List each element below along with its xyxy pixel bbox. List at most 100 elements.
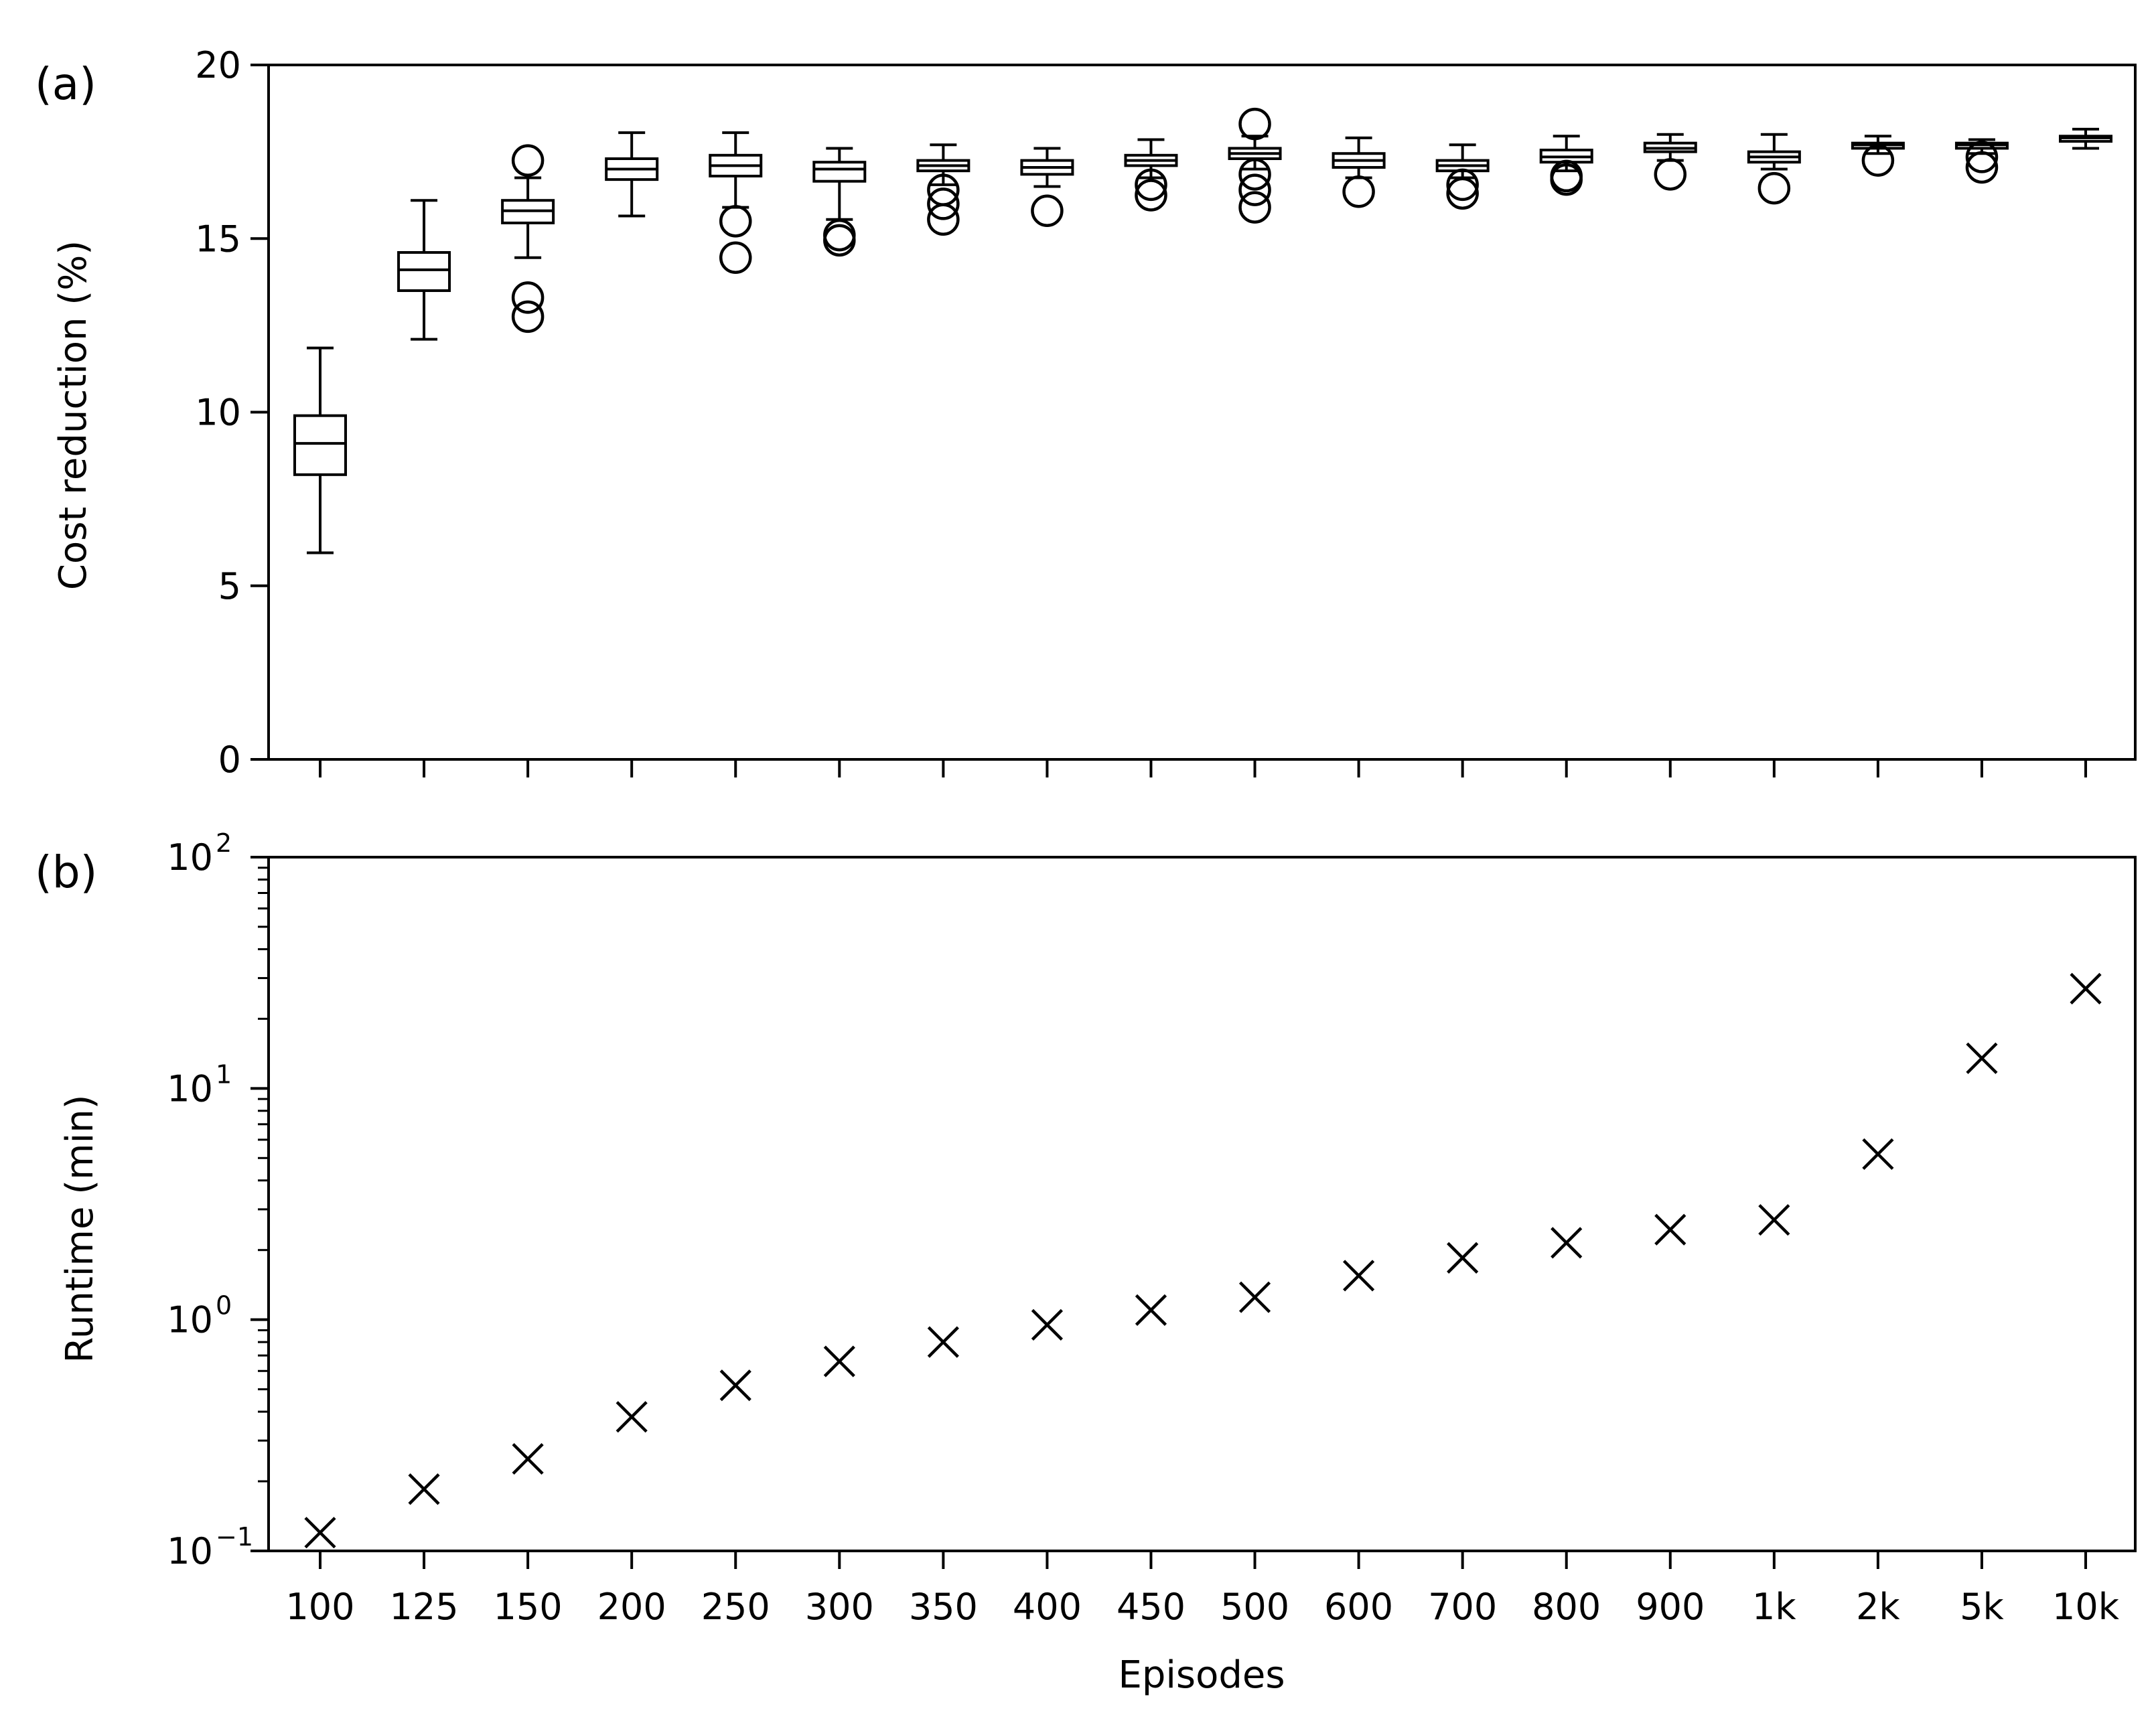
- x-marker-stroke: [616, 1401, 648, 1433]
- x-marker-stroke: [1966, 1042, 1998, 1074]
- runtime-point-300: [823, 1345, 855, 1377]
- outlier-point: [1238, 107, 1271, 141]
- panel-a-frame: [267, 64, 2137, 761]
- box-500: [1228, 107, 1282, 224]
- x-marker-stroke: [2070, 972, 2102, 1004]
- panel-a-x-ticks: [319, 759, 2088, 777]
- outlier-point: [511, 300, 545, 333]
- outlier-point: [1135, 179, 1167, 212]
- runtime-point-100: [304, 1517, 336, 1549]
- x-marker-stroke: [512, 1442, 544, 1475]
- outlier-point: [1861, 144, 1895, 177]
- x-marker-stroke: [1238, 1281, 1271, 1313]
- box-900: [1643, 133, 1697, 191]
- panel-b-x-tick-label: 5k: [1960, 1586, 2004, 1628]
- x-marker-stroke: [1447, 1242, 1479, 1274]
- panel-b-x-tick-label: 100: [285, 1586, 354, 1628]
- panel-b-x-tick-label: 400: [1013, 1586, 1082, 1628]
- outlier-point: [927, 203, 960, 236]
- panel-b-x-tick-label: 300: [805, 1586, 874, 1628]
- tick-base: 10: [167, 1299, 213, 1341]
- x-marker-stroke: [1135, 1294, 1167, 1326]
- panel-a-label: (a): [35, 58, 96, 110]
- x-marker-stroke: [927, 1326, 959, 1358]
- x-marker-stroke: [1654, 1213, 1686, 1246]
- panel-b-x-ticks: 100 125 150 200 250 300 350 400 450 500 600 700 800 9…: [285, 1551, 2120, 1628]
- outlier-point: [1135, 168, 1167, 202]
- tick-exponent: 2: [216, 828, 232, 858]
- runtime-point-150: [512, 1442, 544, 1475]
- runtime-point-125: [408, 1473, 440, 1505]
- panel-b-xlabel: Episodes: [1118, 1653, 1285, 1697]
- panel-a-boxes: [293, 107, 2113, 554]
- panel-a: (a) Cost reduction (%) 0 5 10 15 20: [35, 44, 2137, 781]
- outlier-point: [1550, 163, 1583, 196]
- box-300: [812, 147, 867, 257]
- tick-exponent: 0: [216, 1291, 232, 1321]
- panel-b-y-tick-label: 10 0: [167, 1291, 232, 1341]
- box-150: [501, 144, 555, 333]
- outlier-point: [823, 224, 856, 257]
- runtime-point-350: [927, 1326, 959, 1358]
- panel-a-y-tick-label: 15: [195, 218, 241, 260]
- box-250: [709, 131, 763, 275]
- tick-base: 10: [167, 1530, 213, 1572]
- runtime-point-200: [616, 1401, 648, 1433]
- panel-b-x-tick-label: 150: [494, 1586, 563, 1628]
- outlier-point: [927, 188, 960, 220]
- box-5k: [1954, 138, 2009, 184]
- panel-b-points: [304, 972, 2102, 1549]
- panel-a-y-tick-label: 5: [218, 565, 241, 607]
- box-450: [1124, 138, 1178, 212]
- x-marker-stroke: [1343, 1260, 1375, 1292]
- tick-exponent: 1: [216, 1059, 232, 1089]
- tick-exponent: −1: [216, 1522, 253, 1552]
- panel-b-x-tick-label: 2k: [1856, 1586, 1900, 1628]
- panel-a-ylabel: Cost reduction (%): [52, 240, 95, 590]
- runtime-point-10k: [2070, 972, 2102, 1004]
- panel-a-y-tick-label: 0: [218, 739, 241, 781]
- runtime-point-700: [1447, 1242, 1479, 1274]
- outlier-point: [719, 241, 752, 275]
- outlier-point: [511, 144, 545, 177]
- runtime-point-600: [1343, 1260, 1375, 1292]
- panel-b-x-tick-label: 10k: [2052, 1586, 2120, 1628]
- box-10k: [2059, 127, 2113, 150]
- x-marker-stroke: [1031, 1308, 1064, 1341]
- panel-b-x-tick-label: 250: [701, 1586, 770, 1628]
- panel-a-y-tick-label: 20: [195, 44, 241, 86]
- runtime-point-2k: [1862, 1138, 1894, 1170]
- box-400: [1020, 147, 1074, 228]
- x-marker-stroke: [304, 1517, 336, 1549]
- x-marker-stroke: [408, 1473, 440, 1505]
- box-700: [1435, 143, 1490, 210]
- panel-b-y-tick-label: 10 1: [167, 1059, 232, 1110]
- panel-b-x-tick-label: 125: [390, 1586, 459, 1628]
- outlier-point: [1965, 151, 1999, 184]
- iqr-box: [812, 161, 867, 183]
- tick-base: 10: [167, 836, 213, 879]
- box-2k: [1851, 135, 1905, 177]
- runtime-point-5k: [1966, 1042, 1998, 1074]
- x-marker-stroke: [1862, 1138, 1894, 1170]
- runtime-point-800: [1551, 1227, 1583, 1259]
- box-350: [916, 143, 971, 236]
- runtime-point-250: [719, 1369, 751, 1402]
- panel-b-y-tick-label: 10 −1: [167, 1522, 253, 1572]
- tick-base: 10: [167, 1067, 213, 1110]
- outlier-point: [511, 281, 545, 314]
- runtime-point-1k: [1758, 1204, 1790, 1236]
- panel-a-y-ticks: 0 5 10 15 20: [195, 44, 269, 781]
- outlier-point: [1446, 177, 1479, 210]
- runtime-point-500: [1238, 1281, 1271, 1313]
- panel-b-x-tick-label: 200: [597, 1586, 666, 1628]
- outlier-point: [1446, 168, 1479, 202]
- box-125: [397, 199, 451, 341]
- outlier-point: [1342, 175, 1375, 208]
- panel-b-x-tick-label: 800: [1532, 1586, 1601, 1628]
- outlier-point: [1238, 173, 1271, 206]
- runtime-point-900: [1654, 1213, 1686, 1246]
